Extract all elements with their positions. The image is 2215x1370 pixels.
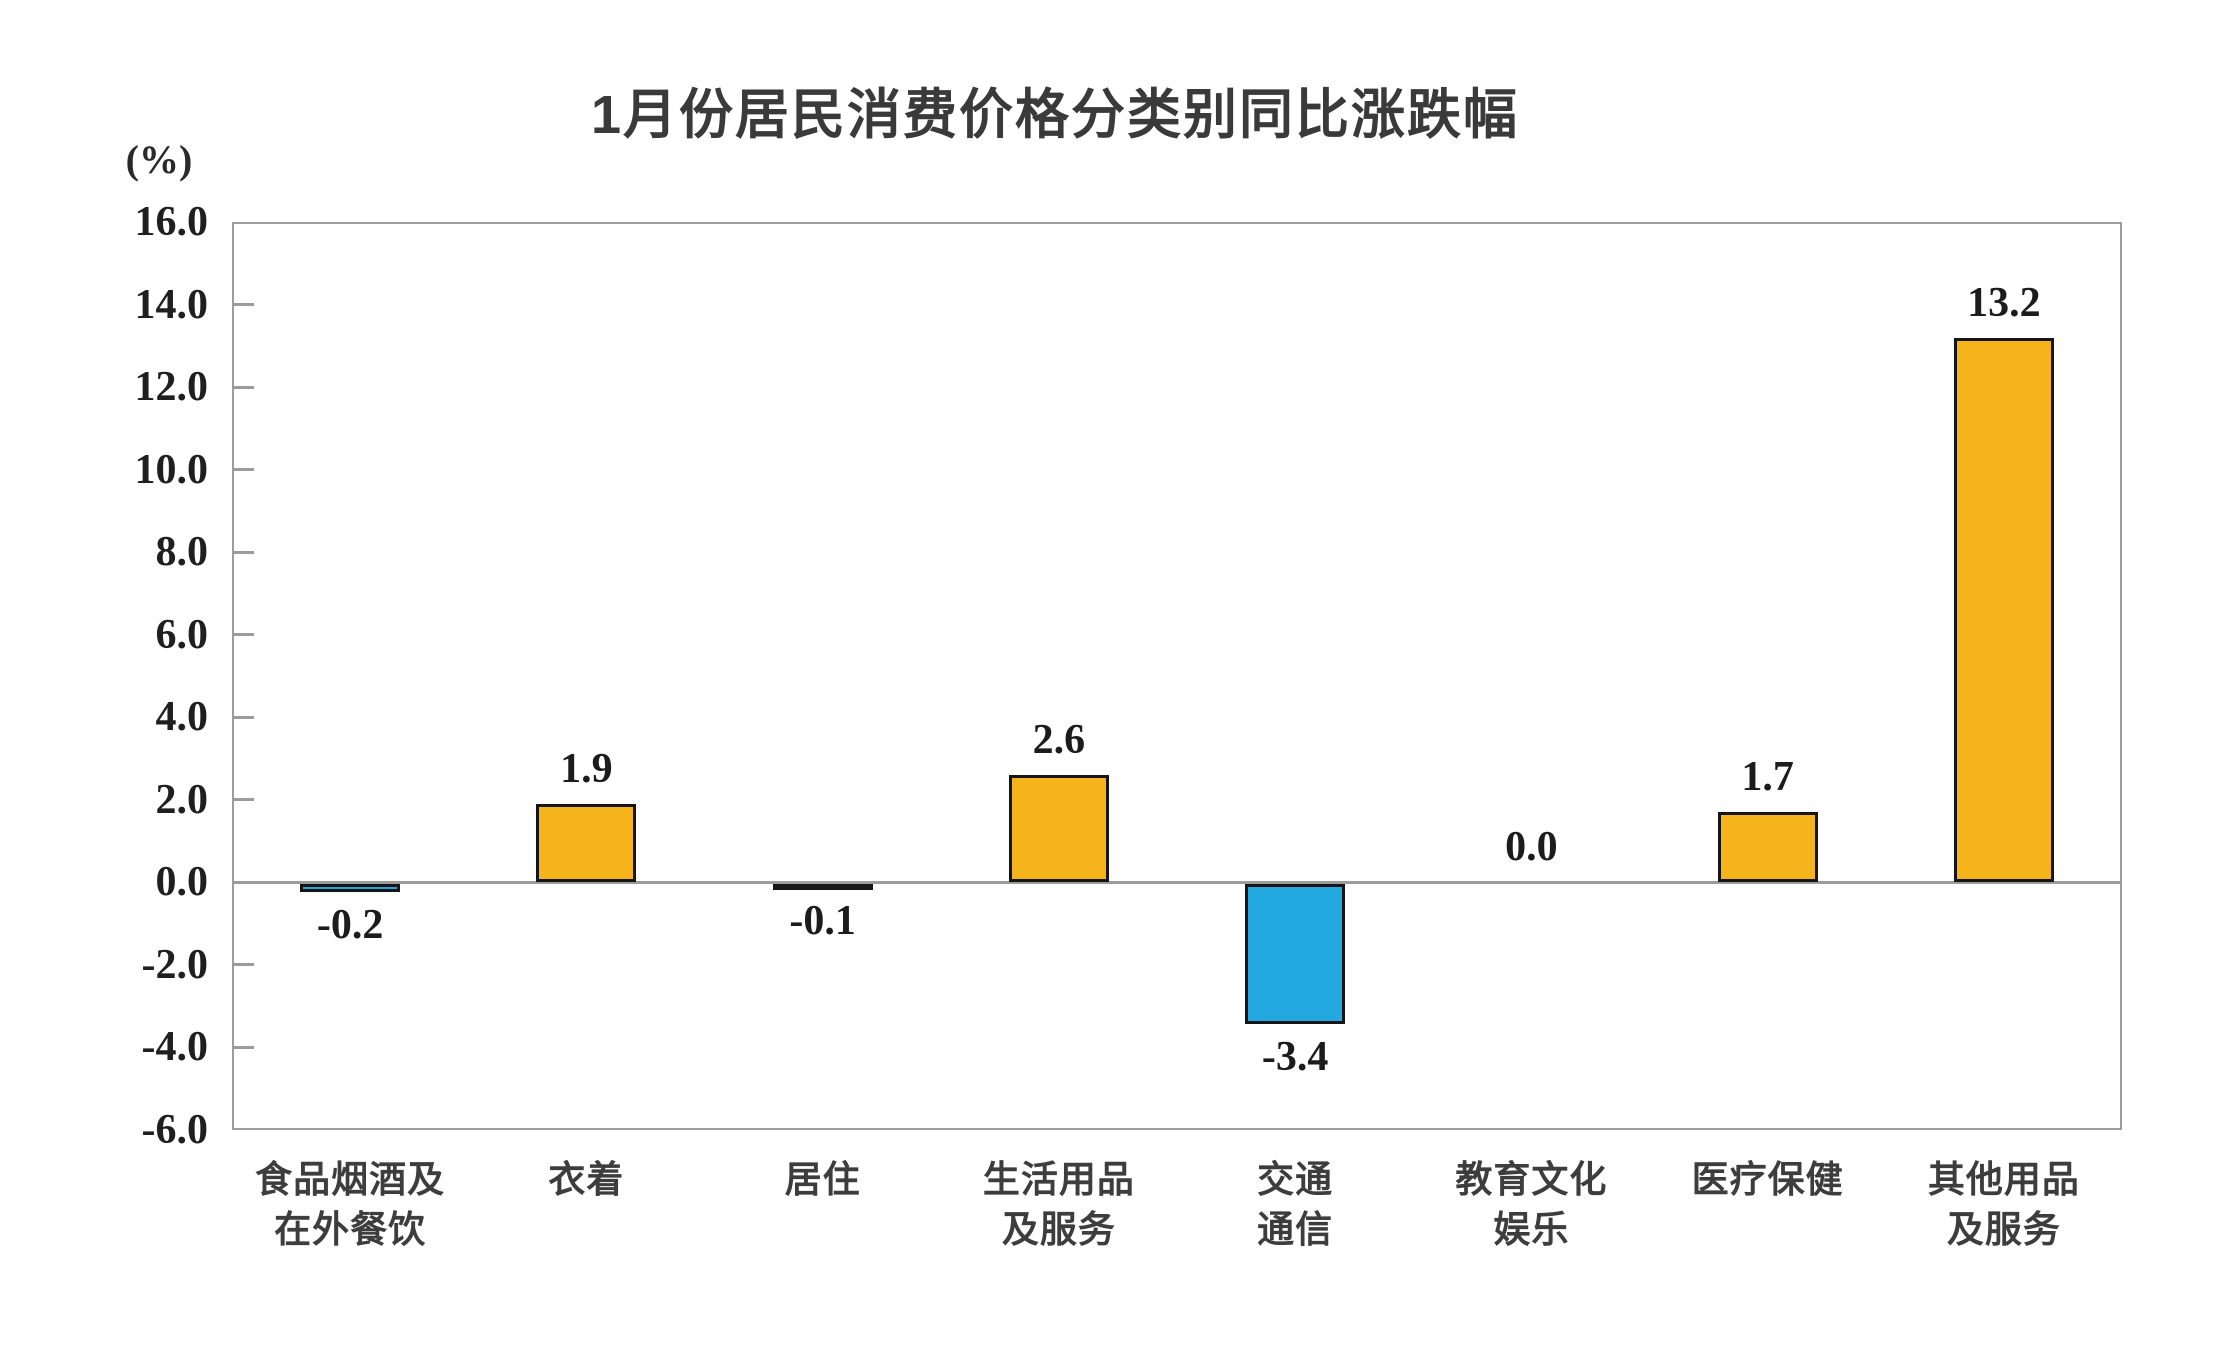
bar-衣着	[536, 803, 637, 883]
x-category-label: 食品烟酒及 在外餐饮	[255, 1159, 446, 1250]
y-tick-label: -6.0	[141, 1107, 209, 1153]
y-tick-label: 4.0	[155, 694, 209, 741]
y-tick-label: 16.0	[134, 199, 209, 245]
y-tick-mark	[234, 468, 254, 472]
bar-食品烟酒及在外餐饮	[300, 883, 401, 893]
x-category-label: 居住	[784, 1159, 861, 1200]
bar-其他用品及服务	[1953, 337, 2054, 883]
value-label: 0.0	[1505, 824, 1558, 871]
x-category-label: 衣着	[548, 1159, 625, 1200]
value-label: -0.2	[316, 902, 384, 949]
y-tick-label: 8.0	[155, 529, 209, 576]
x-category-label: 医疗保健	[1691, 1159, 1844, 1200]
y-tick-mark	[234, 303, 254, 307]
y-tick-mark	[234, 385, 254, 389]
value-label: -0.1	[789, 897, 856, 944]
y-tick-mark	[234, 963, 254, 967]
plot-area	[232, 222, 2122, 1130]
value-label: -3.4	[1261, 1034, 1329, 1081]
value-label: 2.6	[1032, 717, 1086, 764]
bar-医疗保健	[1717, 812, 1818, 883]
bar-生活用品及服务	[1008, 775, 1109, 883]
y-tick-mark	[234, 1045, 254, 1049]
bar-居住	[772, 883, 873, 890]
y-tick-label: 2.0	[155, 776, 209, 823]
y-tick-label: 10.0	[134, 446, 209, 493]
x-category-label: 交通 通信	[1257, 1159, 1334, 1250]
y-tick-label: -2.0	[141, 941, 209, 988]
y-tick-label: 12.0	[134, 364, 209, 411]
chart-title: 1月份居民消费价格分类别同比涨跌幅	[590, 85, 1520, 145]
zero-axis-line	[234, 880, 2120, 884]
y-tick-mark	[234, 550, 254, 554]
value-label: 1.9	[560, 745, 613, 792]
y-tick-label: -4.0	[141, 1024, 209, 1071]
x-category-label: 其他用品 及服务	[1927, 1159, 2080, 1250]
value-label: 1.7	[1741, 754, 1794, 801]
y-tick-mark	[234, 633, 254, 637]
x-category-label: 生活用品 及服务	[982, 1159, 1135, 1250]
y-tick-mark	[234, 798, 254, 802]
x-category-label: 教育文化 娱乐	[1455, 1159, 1608, 1250]
y-tick-label: 0.0	[155, 859, 209, 906]
y-axis-unit-label: (%)	[125, 137, 193, 182]
y-tick-label: 6.0	[155, 611, 209, 658]
y-tick-mark	[234, 715, 254, 719]
y-tick-label: 14.0	[134, 281, 209, 328]
value-label: 13.2	[1967, 279, 2041, 326]
bar-交通通信	[1245, 883, 1346, 1025]
